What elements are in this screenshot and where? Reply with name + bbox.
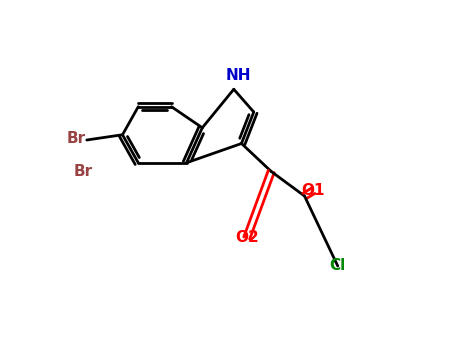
Text: O2: O2 bbox=[235, 231, 258, 245]
Text: O1: O1 bbox=[302, 183, 325, 198]
Text: Br: Br bbox=[74, 164, 93, 179]
Text: Br: Br bbox=[67, 131, 86, 146]
Text: Cl: Cl bbox=[329, 259, 346, 273]
Text: NH: NH bbox=[225, 68, 251, 83]
